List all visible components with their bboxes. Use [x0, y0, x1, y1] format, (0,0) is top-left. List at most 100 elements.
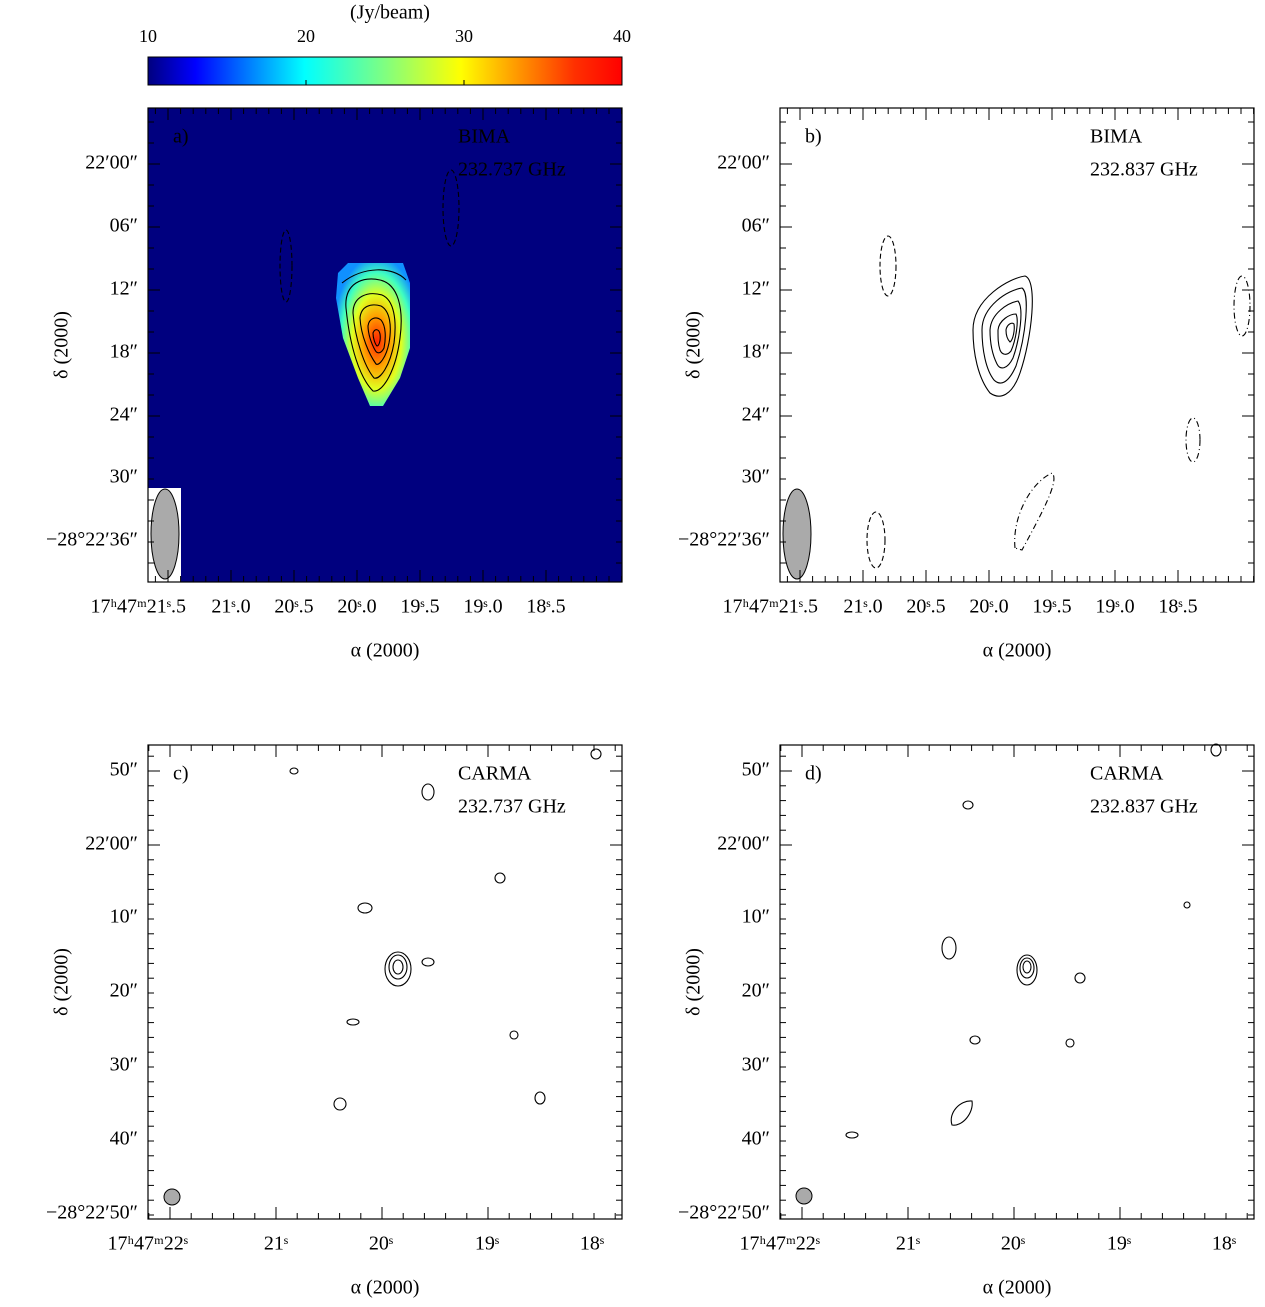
- y-tick-label: 22′00″: [85, 152, 138, 174]
- x-tick-label: 17ʰ47ᵐ22ˢ: [108, 1233, 188, 1255]
- panel-label: d): [805, 763, 822, 785]
- contour: [879, 235, 897, 297]
- frequency: 232.837 GHz: [1090, 159, 1198, 181]
- panel-frame: [779, 107, 1255, 583]
- contour: [384, 951, 412, 987]
- y-tick-label: −28°22′50″: [678, 1202, 770, 1224]
- x-tick-label: 18ˢ: [1212, 1233, 1236, 1255]
- contour: [989, 300, 1022, 369]
- contour: [1014, 472, 1055, 551]
- contour: [795, 1187, 813, 1205]
- panel: 22′00″ 06″ 12″ 18″ 24″ 30″ −28°22′36″ 17ʰ47ᵐ21ˢ…: [678, 107, 1255, 662]
- y-tick-label: 12″: [110, 278, 138, 300]
- y-tick-label: 10″: [110, 906, 138, 928]
- contour: [421, 783, 435, 801]
- x-tick-label: 20ˢ: [1001, 1233, 1025, 1255]
- telescope: CARMA: [1090, 763, 1164, 785]
- colorbar-label: (Jy/beam): [350, 2, 430, 24]
- contour: [442, 169, 460, 247]
- y-axis-title: δ (2000): [51, 311, 73, 379]
- panels: 22′00″ 06″ 12″ 18″ 24″ 30″ −28°22′36″ 17ʰ47ᵐ21ˢ…: [46, 107, 1255, 1299]
- contour: [163, 1188, 181, 1206]
- contour: [1016, 954, 1038, 986]
- colorbar-tick-label: 40: [613, 26, 631, 46]
- contours: [148, 108, 622, 582]
- contour: [509, 1030, 519, 1040]
- contour: [1022, 960, 1032, 974]
- contour: [1065, 1038, 1075, 1048]
- y-tick-label: 20″: [110, 980, 138, 1002]
- contours: [795, 743, 1222, 1205]
- y-tick-label: 40″: [110, 1128, 138, 1150]
- contour: [341, 269, 407, 284]
- y-tick-label: 20″: [742, 980, 770, 1002]
- y-axis-title: δ (2000): [683, 948, 705, 1016]
- contour: [590, 748, 602, 760]
- telescope: CARMA: [458, 763, 532, 785]
- panel-frame: [147, 107, 623, 583]
- x-axis-title: α (2000): [983, 640, 1052, 662]
- x-axis-title: α (2000): [351, 640, 420, 662]
- x-tick-label: 19ˢ.0: [1095, 596, 1134, 618]
- y-tick-label: 30″: [742, 466, 770, 488]
- contour: [962, 800, 974, 810]
- contour: [392, 959, 404, 975]
- contour: [279, 229, 293, 303]
- panel: 22′00″ 06″ 12″ 18″ 24″ 30″ −28°22′36″ 17ʰ47ᵐ21ˢ…: [46, 107, 623, 662]
- y-tick-label: −28°22′50″: [46, 1202, 138, 1224]
- panel-label: a): [173, 126, 189, 148]
- panel-frame: [779, 744, 1255, 1220]
- contour: [359, 304, 391, 365]
- frequency: 232.837 GHz: [1090, 796, 1198, 818]
- y-tick-label: 22′00″: [85, 833, 138, 855]
- contour: [845, 1131, 859, 1139]
- contour: [1019, 957, 1035, 979]
- x-tick-label: 21ˢ: [264, 1233, 288, 1255]
- x-tick-label: 20ˢ: [369, 1233, 393, 1255]
- telescope: BIMA: [1090, 126, 1143, 148]
- x-tick-label: 17ʰ47ᵐ21ˢ.5: [723, 596, 818, 618]
- frequency: 232.737 GHz: [458, 796, 566, 818]
- panel-label: c): [173, 763, 189, 785]
- x-tick-label: 17ʰ47ᵐ22ˢ: [740, 1233, 820, 1255]
- y-tick-label: 22′00″: [717, 152, 770, 174]
- contour: [1233, 275, 1251, 337]
- x-tick-label: 20ˢ.0: [969, 596, 1008, 618]
- y-tick-label: 30″: [742, 1054, 770, 1076]
- contour: [1210, 743, 1222, 757]
- x-tick-label: 19ˢ: [1107, 1233, 1131, 1255]
- contour: [1183, 901, 1191, 909]
- contour: [941, 936, 957, 960]
- contour: [421, 957, 435, 967]
- contour: [333, 1097, 347, 1111]
- contour: [981, 287, 1027, 384]
- contour: [352, 293, 396, 379]
- contour: [1005, 322, 1015, 343]
- y-tick-label: 24″: [742, 404, 770, 426]
- contours: [782, 235, 1251, 580]
- panel: 50″ 22′00″ 10″ 20″ 30″ 40″ −28°22′50″ 17ʰ47ᵐ22ˢ…: [46, 744, 623, 1299]
- y-axis-title: δ (2000): [51, 948, 73, 1016]
- contour: [534, 1091, 546, 1105]
- contour: [388, 954, 408, 980]
- y-tick-label: 50″: [742, 759, 770, 781]
- colorbar-ticks: 10 20 30 40: [139, 26, 631, 85]
- colorbar-tick-label: 20: [297, 26, 315, 46]
- contour: [346, 1018, 360, 1026]
- x-tick-label: 19ˢ: [475, 1233, 499, 1255]
- x-axis-title: α (2000): [351, 1277, 420, 1299]
- x-tick-label: 17ʰ47ᵐ21ˢ.5: [91, 596, 186, 618]
- colorbar: [147, 56, 623, 86]
- y-tick-label: −28°22′36″: [46, 529, 138, 551]
- y-tick-label: 22′00″: [717, 833, 770, 855]
- y-tick-label: 18″: [742, 341, 770, 363]
- y-tick-label: 40″: [742, 1128, 770, 1150]
- x-tick-label: 19ˢ.5: [400, 596, 439, 618]
- x-axis-title: α (2000): [983, 1277, 1052, 1299]
- contour: [1074, 972, 1086, 984]
- contour: [289, 767, 299, 775]
- x-tick-label: 18ˢ: [580, 1233, 604, 1255]
- contour: [494, 872, 506, 884]
- contour: [972, 275, 1033, 397]
